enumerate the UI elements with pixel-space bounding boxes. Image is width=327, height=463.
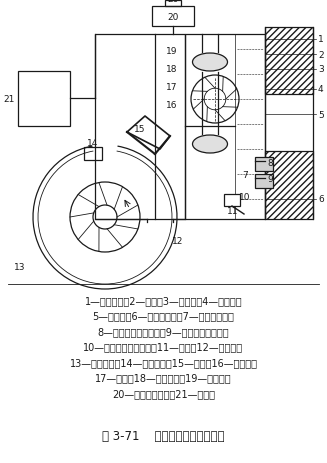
Bar xyxy=(185,35,265,219)
Text: 9: 9 xyxy=(267,175,273,184)
Text: 17—燃气；18—旋转叶片；19—燃气管；: 17—燃气；18—旋转叶片；19—燃气管； xyxy=(95,373,232,383)
Bar xyxy=(152,7,194,27)
Text: 18: 18 xyxy=(165,65,177,75)
Text: 2: 2 xyxy=(318,50,324,59)
Text: 13—风机本体；14—风压开关；15—风门；16—风门轴；: 13—风机本体；14—风压开关；15—风门；16—风门轴； xyxy=(70,357,257,367)
Text: 5: 5 xyxy=(318,110,324,119)
Text: 16: 16 xyxy=(165,101,177,110)
Text: 17: 17 xyxy=(165,83,177,92)
Bar xyxy=(18,72,70,127)
Text: 5—阻焰环；6—安装用法兰；7—燃烧器风道；: 5—阻焰环；6—安装用法兰；7—燃烧器风道； xyxy=(93,311,234,321)
Bar xyxy=(224,194,240,206)
Text: 15: 15 xyxy=(134,125,146,134)
Bar xyxy=(255,158,273,172)
Text: 20: 20 xyxy=(167,0,179,4)
Ellipse shape xyxy=(193,136,228,154)
Bar xyxy=(265,28,313,95)
Text: 13: 13 xyxy=(14,263,26,272)
Text: 图 3-71    主燃烧器的结构示意图: 图 3-71 主燃烧器的结构示意图 xyxy=(102,429,225,442)
Text: 10: 10 xyxy=(239,193,251,202)
Text: 4: 4 xyxy=(318,85,324,94)
Ellipse shape xyxy=(193,54,228,72)
Text: 19: 19 xyxy=(165,47,177,56)
Text: 8—点火用空气引出口；9—风压开关引出口；: 8—点火用空气引出口；9—风压开关引出口； xyxy=(98,326,229,336)
Text: 11: 11 xyxy=(227,207,239,216)
Text: 12: 12 xyxy=(172,237,184,246)
Bar xyxy=(95,35,185,219)
Text: 3: 3 xyxy=(318,65,324,75)
Text: 21: 21 xyxy=(4,94,15,103)
Bar xyxy=(265,152,313,219)
Bar xyxy=(165,1,181,7)
Bar xyxy=(235,35,265,219)
Text: 7: 7 xyxy=(242,170,248,179)
Text: 10—风门开启度指示板；11—风机；12—电动机；: 10—风门开启度指示板；11—风机；12—电动机； xyxy=(83,342,244,352)
Text: 6: 6 xyxy=(318,195,324,204)
Text: 20: 20 xyxy=(167,13,179,21)
Text: 1: 1 xyxy=(318,36,324,44)
Text: 8: 8 xyxy=(267,158,273,167)
Text: 1—燃烧器头；2—砖衬；3—燃气孔；4—阻焰孔；: 1—燃烧器头；2—砖衬；3—燃气孔；4—阻焰孔； xyxy=(85,295,242,305)
Text: 20—点火用变压器；21—接线匣: 20—点火用变压器；21—接线匣 xyxy=(112,388,215,398)
Bar xyxy=(84,148,102,161)
Bar xyxy=(255,175,273,188)
Text: 14: 14 xyxy=(87,139,99,148)
